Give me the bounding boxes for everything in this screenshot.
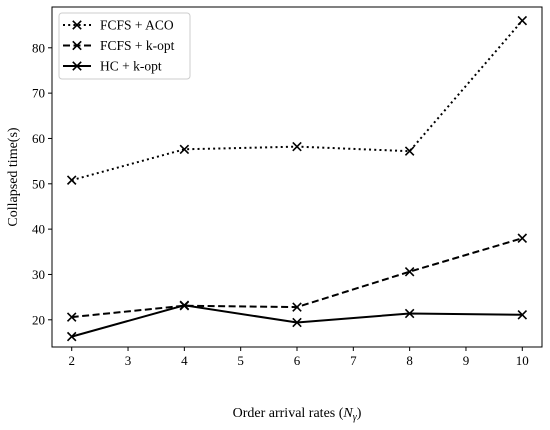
x-axis-label-subscript: γ bbox=[353, 412, 358, 423]
x-axis-label-close: ) bbox=[357, 406, 362, 421]
data-point bbox=[179, 144, 190, 155]
legend-entry: FCFS + k-opt bbox=[63, 38, 175, 53]
data-point bbox=[66, 312, 77, 322]
legend-marker bbox=[72, 61, 82, 71]
x-tick-label: 2 bbox=[68, 353, 75, 368]
series-2 bbox=[66, 300, 528, 342]
series-group bbox=[66, 15, 528, 342]
data-point bbox=[517, 15, 528, 26]
legend-label: FCFS + ACO bbox=[100, 18, 174, 33]
y-axis-label: Collapsed time(s) bbox=[6, 127, 21, 226]
data-point bbox=[292, 302, 302, 312]
y-tick-label: 20 bbox=[32, 312, 45, 327]
data-point bbox=[517, 233, 528, 243]
y-tick-label: 80 bbox=[32, 40, 45, 55]
data-point bbox=[66, 331, 77, 342]
x-tick-label: 6 bbox=[294, 353, 301, 368]
data-point bbox=[404, 308, 415, 319]
x-axis-ticks: 2 3 4 5 6 7 8 9 10 bbox=[68, 347, 529, 368]
data-point bbox=[404, 146, 415, 156]
data-point bbox=[292, 141, 302, 152]
x-tick-label: 4 bbox=[181, 353, 188, 368]
legend-marker bbox=[72, 40, 82, 51]
legend-box bbox=[58, 12, 191, 80]
legend: FCFS + ACO FCFS + k-opt HC + k-opt bbox=[58, 12, 191, 80]
x-tick-label: 3 bbox=[125, 353, 132, 368]
y-axis-ticks: 20 30 40 50 60 70 80 bbox=[32, 40, 52, 327]
series-0 bbox=[66, 15, 528, 185]
legend-entry: FCFS + ACO bbox=[63, 18, 174, 33]
x-tick-label: 5 bbox=[237, 353, 244, 368]
legend-marker bbox=[72, 20, 82, 30]
legend-label: HC + k-opt bbox=[100, 59, 162, 74]
data-point bbox=[66, 175, 77, 185]
data-point bbox=[179, 300, 190, 311]
y-tick-label: 70 bbox=[32, 86, 45, 101]
legend-label: FCFS + k-opt bbox=[100, 38, 175, 53]
legend-entry: HC + k-opt bbox=[63, 59, 162, 74]
x-axis-label-symbol: N bbox=[342, 406, 353, 421]
data-point bbox=[517, 310, 528, 320]
y-tick-label: 30 bbox=[32, 267, 45, 282]
x-axis-label: Order arrival rates (Nγ) bbox=[233, 406, 362, 423]
x-tick-label: 9 bbox=[463, 353, 470, 368]
x-tick-label: 10 bbox=[516, 353, 529, 368]
data-point bbox=[292, 317, 302, 328]
x-tick-label: 8 bbox=[406, 353, 413, 368]
x-tick-label: 7 bbox=[350, 353, 357, 368]
y-tick-label: 50 bbox=[32, 176, 45, 191]
data-point bbox=[404, 266, 415, 277]
y-tick-label: 40 bbox=[32, 222, 45, 237]
series-1 bbox=[66, 233, 528, 322]
y-tick-label: 60 bbox=[32, 131, 45, 146]
x-axis-label-text: Order arrival rates ( bbox=[233, 406, 344, 421]
